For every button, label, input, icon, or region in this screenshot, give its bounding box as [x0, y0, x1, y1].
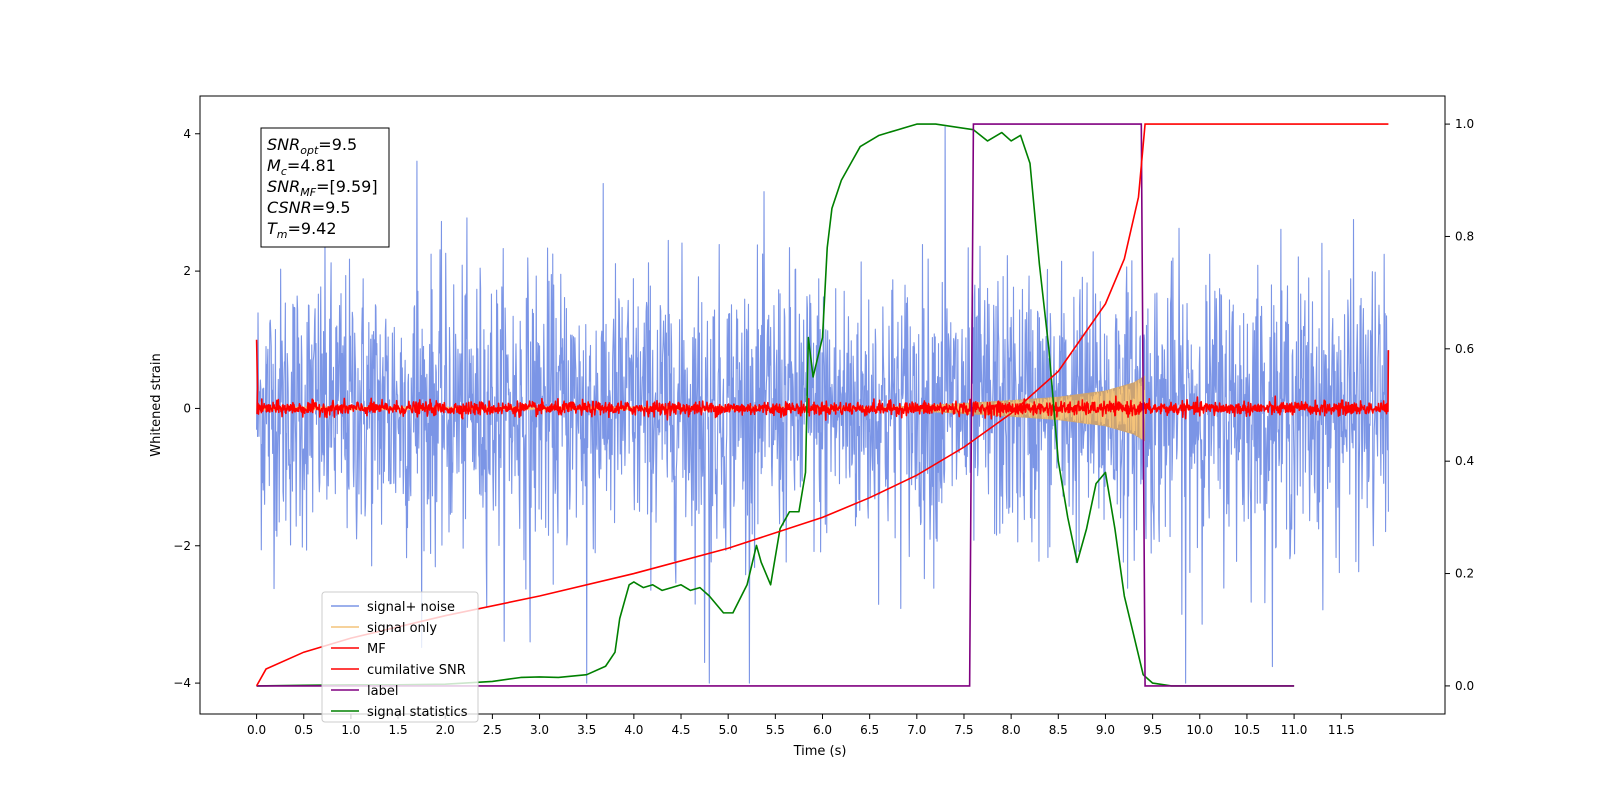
info-box: SNRopt=9.5Mc=4.81SNRMF=[9.59]CSNR=9.5Tm=… [260, 127, 390, 248]
x-tick-label: 0.5 [294, 723, 313, 737]
legend-label: MF [367, 642, 386, 657]
x-tick-label: 8.0 [1002, 723, 1021, 737]
info-line: Tm=9.42 [267, 219, 337, 241]
x-tick-label: 9.0 [1096, 723, 1115, 737]
legend-label: signal only [367, 621, 437, 636]
legend-frame [321, 591, 479, 723]
x-tick-label: 1.0 [341, 723, 360, 737]
info-value: =9.5 [318, 135, 357, 154]
info-symbol: CSNR [267, 198, 312, 217]
legend-label: signal statistics [367, 705, 468, 720]
x-tick-label: 5.0 [719, 723, 738, 737]
info-symbol: M [267, 156, 281, 175]
y-left-tick-label: 4 [183, 127, 191, 141]
legend: signal+ noise signal only MF cumilative SNR… [321, 591, 479, 723]
x-tick-label: 2.0 [436, 723, 455, 737]
x-tick-label: 5.5 [766, 723, 785, 737]
x-tick-label: 6.0 [813, 723, 832, 737]
y-right-tick-label: 0.0 [1455, 679, 1474, 693]
x-tick-label: 9.5 [1143, 723, 1162, 737]
info-box-frame [260, 127, 390, 248]
info-subscript: c [281, 165, 287, 178]
info-value: =9.42 [288, 219, 337, 238]
y-left-tick-label: 2 [183, 264, 191, 278]
x-tick-label: 3.0 [530, 723, 549, 737]
x-tick-label: 6.5 [860, 723, 879, 737]
info-line: Mc=4.81 [267, 156, 336, 178]
info-box-lines: SNRopt=9.5Mc=4.81SNRMF=[9.59]CSNR=9.5Tm=… [267, 135, 378, 241]
x-tick-label: 11.0 [1281, 723, 1308, 737]
info-line: SNRMF=[9.59] [267, 177, 378, 199]
signal-noise-line [256, 126, 1389, 684]
info-symbol: T [267, 219, 278, 238]
info-value: =[9.59] [316, 177, 378, 196]
y-left-tick-label: −2 [173, 539, 191, 553]
info-symbol: SNR [267, 177, 300, 196]
signal-statistics-line [256, 123, 1295, 687]
y-left-tick-label: −4 [173, 676, 191, 690]
x-tick-label: 7.5 [954, 723, 973, 737]
series-signal-noise [256, 126, 1389, 684]
label-line [256, 123, 1295, 687]
info-symbol: SNR [267, 135, 300, 154]
info-subscript: MF [300, 186, 316, 199]
series-mf [255, 339, 1390, 421]
info-subscript: m [277, 228, 288, 241]
x-tick-label: 4.0 [624, 723, 643, 737]
x-tick-label: 10.0 [1186, 723, 1213, 737]
y-left-axis-label: Whitened strain [149, 353, 164, 456]
x-tick-label: 1.5 [389, 723, 408, 737]
y-left-tick-label: 0 [183, 401, 191, 415]
info-value: =4.81 [287, 156, 336, 175]
legend-label: cumilative SNR [367, 663, 466, 678]
x-tick-label: 10.5 [1234, 723, 1261, 737]
y-left-axis-ticks: −4 −2 0 2 4 [173, 127, 200, 690]
y-right-tick-label: 0.8 [1455, 229, 1474, 243]
x-axis-ticks: 0.0 0.5 1.0 1.5 2.0 2.5 3.0 3.5 4.0 4.5 5.0 5.5 6.0 6… [247, 714, 1355, 737]
x-tick-label: 2.5 [483, 723, 502, 737]
y-right-tick-label: 0.6 [1455, 342, 1474, 356]
x-tick-label: 4.5 [671, 723, 690, 737]
mf-line [255, 339, 1390, 421]
info-value: =9.5 [312, 198, 351, 217]
y-right-axis-ticks: 0.0 0.2 0.4 0.6 0.8 1.0 [1445, 117, 1474, 693]
info-line: SNRopt=9.5 [267, 135, 357, 157]
x-tick-label: 7.0 [907, 723, 926, 737]
series-signal-statistics [256, 123, 1295, 687]
x-tick-label: 8.5 [1049, 723, 1068, 737]
y-right-tick-label: 0.4 [1455, 454, 1474, 468]
x-tick-label: 3.5 [577, 723, 596, 737]
x-axis-label: Time (s) [793, 744, 847, 759]
x-tick-label: 0.0 [247, 723, 266, 737]
info-line: CSNR=9.5 [267, 198, 351, 217]
legend-label: signal+ noise [367, 600, 455, 615]
series-label [256, 123, 1295, 687]
x-tick-label: 11.5 [1328, 723, 1355, 737]
y-right-tick-label: 1.0 [1455, 117, 1474, 131]
y-right-tick-label: 0.2 [1455, 567, 1474, 581]
legend-items: signal+ noise signal only MF cumilative SNR… [331, 600, 468, 720]
legend-label: label [367, 684, 398, 699]
info-subscript: opt [300, 144, 319, 157]
